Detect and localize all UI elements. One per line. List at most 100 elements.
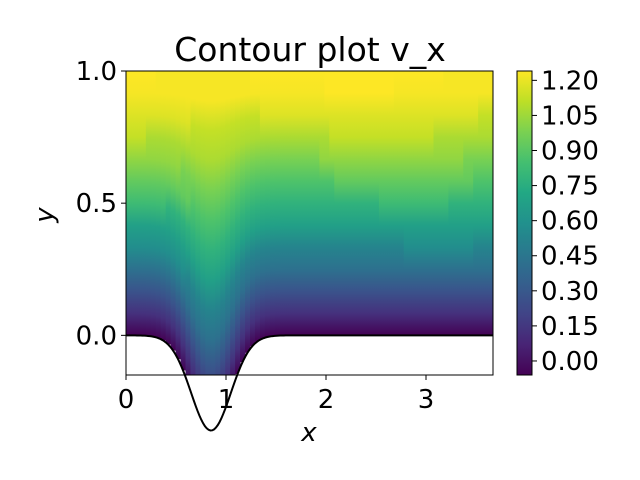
field-strip: [259, 71, 266, 339]
field-strip: [473, 71, 479, 336]
field-strip: [339, 71, 345, 336]
field-strip: [225, 71, 231, 375]
field-strip: [180, 71, 187, 371]
colorbar-tick-label: 0.60: [541, 207, 599, 237]
field-strip: [488, 71, 493, 336]
colorbar-tick-label: 0.75: [541, 172, 599, 202]
field-strip: [185, 71, 192, 375]
colorbar-tick-label: 0.90: [541, 137, 599, 167]
x-axis-label: x: [300, 418, 317, 448]
field-strip: [170, 71, 177, 351]
field-strip: [304, 71, 311, 336]
chart-title: Contour plot v_x: [174, 30, 446, 69]
colorbar-frame: [516, 70, 533, 376]
field-strip: [240, 71, 246, 363]
field-strip: [274, 71, 281, 336]
field-strip: [205, 71, 211, 375]
field-strip: [349, 71, 355, 336]
colorbar-fill: [517, 71, 532, 375]
field-strip: [354, 71, 360, 336]
field-strip: [398, 71, 405, 336]
field-strip: [215, 71, 221, 375]
field-strip: [403, 71, 410, 336]
field-strip: [309, 71, 316, 336]
field-strip: [160, 71, 167, 341]
colorbar-tick-label: 0.30: [541, 277, 599, 307]
field-strip: [364, 71, 370, 336]
field-strip: [458, 71, 464, 336]
field-strip: [443, 71, 449, 336]
field-strip: [413, 71, 420, 336]
contour-field: [126, 71, 493, 375]
field-strip: [433, 71, 440, 336]
field-strip: [393, 71, 400, 336]
colorbar-tick-label: 1.05: [541, 101, 599, 131]
field-strip: [448, 71, 454, 336]
field-strip: [210, 71, 216, 375]
field-strip: [289, 71, 296, 336]
field-strip: [329, 71, 335, 336]
plot-frame: [125, 70, 494, 376]
field-strip: [418, 71, 425, 336]
field-strip: [373, 71, 380, 336]
field-strip: [284, 71, 291, 336]
field-strip: [463, 71, 469, 336]
field-strip: [140, 71, 147, 336]
field-strip: [145, 71, 152, 336]
x-tick-label: 3: [418, 385, 435, 415]
field-strip: [378, 71, 385, 336]
solid-region: [126, 335, 493, 375]
field-strip: [423, 71, 430, 336]
field-strip: [324, 71, 330, 336]
field-strip: [165, 71, 172, 345]
field-strip: [453, 71, 459, 336]
colorbar-tick-label: 0.45: [541, 242, 599, 272]
y-tick-label: 0.5: [76, 189, 117, 219]
plot-area: [125, 70, 494, 432]
colorbar-tick-label: 0.00: [541, 347, 599, 377]
x-tick-label: 2: [318, 385, 335, 415]
field-strip: [483, 71, 489, 336]
colorbar-ticks: 0.00 0.15 0.30 0.45 0.60 0.75 0.90 1.05 1.20: [532, 66, 599, 377]
colorbar-tick-label: 0.15: [541, 312, 599, 342]
field-strip: [279, 71, 286, 336]
field-strip: [294, 71, 301, 336]
wall-boundary-line: [126, 334, 493, 432]
field-strip: [428, 71, 435, 336]
field-strip: [220, 71, 226, 375]
field-strip: [438, 71, 445, 336]
field-strip: [175, 71, 182, 360]
field-strip: [135, 71, 142, 336]
field-strip: [369, 71, 375, 336]
field-strip: [383, 71, 390, 336]
field-strip: [195, 71, 201, 375]
field-strip: [155, 71, 162, 339]
field-strip: [478, 71, 484, 336]
field-strip: [314, 71, 321, 336]
x-tick-label: 0: [118, 385, 135, 415]
field-strip: [299, 71, 306, 336]
field-strip: [468, 71, 474, 336]
x-axis-ticks: 0 1 2 3: [118, 375, 435, 415]
field-strip: [264, 71, 271, 338]
field-strip: [359, 71, 365, 336]
field-strip: [388, 71, 395, 336]
field-strip: [249, 71, 256, 346]
y-tick-label: 0.0: [76, 321, 117, 351]
field-strip: [319, 71, 325, 336]
field-strip: [334, 71, 340, 336]
field-strip: [190, 71, 197, 375]
colorbar-tick-label: 1.20: [541, 66, 599, 96]
field-strip: [235, 71, 241, 374]
field-strip: [126, 71, 132, 336]
field-strip: [245, 71, 251, 353]
y-tick-label: 1.0: [76, 57, 117, 87]
colorbar: 0.00 0.15 0.30 0.45 0.60 0.75 0.90 1.05 1.20: [516, 66, 599, 377]
field-strip: [344, 71, 350, 336]
field-strip: [150, 71, 157, 337]
field-strip: [230, 71, 236, 375]
y-axis-ticks: 0.0 0.5 1.0: [76, 57, 126, 351]
field-strip: [254, 71, 261, 342]
field-strip: [130, 71, 137, 336]
